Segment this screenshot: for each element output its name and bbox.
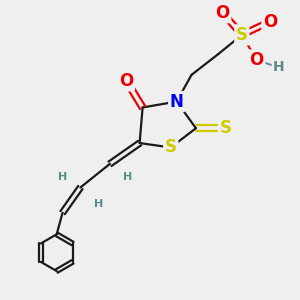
Text: S: S — [165, 139, 177, 157]
Text: O: O — [215, 4, 230, 22]
Text: H: H — [58, 172, 67, 182]
Text: O: O — [263, 13, 277, 31]
Text: H: H — [273, 61, 285, 74]
Text: S: S — [236, 26, 248, 44]
Text: O: O — [119, 72, 134, 90]
Text: H: H — [94, 199, 103, 209]
Text: H: H — [123, 172, 132, 182]
Text: S: S — [220, 119, 232, 137]
Text: O: O — [250, 51, 264, 69]
Text: N: N — [170, 93, 184, 111]
